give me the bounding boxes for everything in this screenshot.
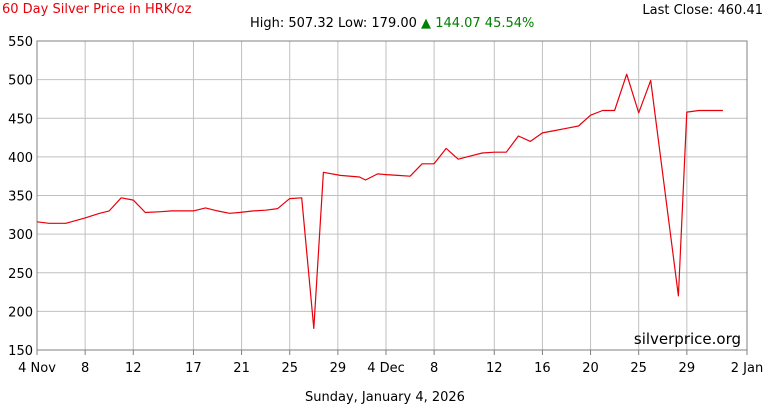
chart-title: 60 Day Silver Price in HRK/oz xyxy=(2,2,192,17)
y-tick-label: 550 xyxy=(8,35,33,50)
x-tick-label: 8 xyxy=(81,361,89,376)
y-tick-label: 300 xyxy=(8,228,33,243)
series-line xyxy=(36,73,723,329)
x-tick-label: 17 xyxy=(185,361,202,376)
plot-border xyxy=(36,40,748,351)
x-tick-label: 29 xyxy=(679,361,696,376)
y-tick-label: 500 xyxy=(8,74,33,89)
y-tick-label: 350 xyxy=(8,190,33,205)
change-text: 144.07 45.54% xyxy=(435,16,535,31)
y-tick-label: 150 xyxy=(8,344,33,359)
y-tick-label: 450 xyxy=(8,112,33,127)
high-low-text: High: 507.32 Low: 179.00 xyxy=(250,16,417,31)
y-tick-label: 250 xyxy=(8,267,33,282)
x-tick-label: 25 xyxy=(281,361,298,376)
up-arrow-icon: ▲ xyxy=(421,16,432,31)
y-tick-label: 200 xyxy=(8,305,33,320)
y-tick-label: 400 xyxy=(8,151,33,166)
x-tick-label: 20 xyxy=(582,361,599,376)
x-tick-label: 12 xyxy=(125,361,142,376)
x-tick-label: 21 xyxy=(233,361,250,376)
x-tick-label: 4 Nov xyxy=(18,361,56,376)
price-stats: High: 507.32 Low: 179.00 ▲ 144.07 45.54% xyxy=(250,16,534,31)
watermark: silverprice.org xyxy=(634,330,741,348)
x-tick-label: 25 xyxy=(630,361,647,376)
footer-date: Sunday, January 4, 2026 xyxy=(305,390,465,405)
last-close-label: Last Close: 460.41 xyxy=(642,3,763,18)
x-tick-label: 16 xyxy=(534,361,551,376)
x-tick-label: 8 xyxy=(430,361,438,376)
x-tick-label: 4 Dec xyxy=(367,361,405,376)
x-tick-label: 2 Jan xyxy=(731,361,763,376)
x-tick-label: 12 xyxy=(486,361,503,376)
x-tick-label: 29 xyxy=(330,361,347,376)
